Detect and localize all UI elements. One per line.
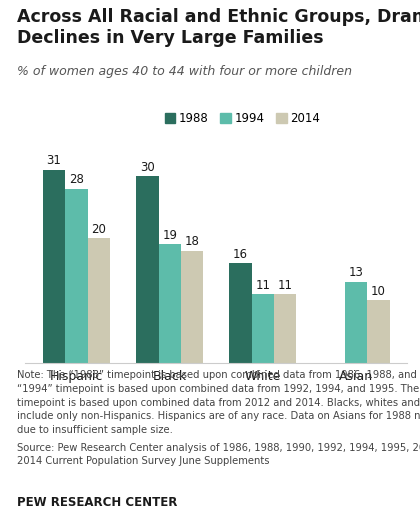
Bar xyxy=(88,238,110,363)
Text: 19: 19 xyxy=(162,229,177,242)
Bar xyxy=(368,300,390,363)
Text: 31: 31 xyxy=(47,154,62,167)
Bar xyxy=(158,244,181,363)
Text: 18: 18 xyxy=(185,235,200,248)
Text: 11: 11 xyxy=(278,279,293,292)
Text: 20: 20 xyxy=(92,223,106,236)
Bar xyxy=(274,294,297,363)
Legend: 1988, 1994, 2014: 1988, 1994, 2014 xyxy=(160,107,325,130)
Text: Across All Racial and Ethnic Groups, Dramatic
Declines in Very Large Families: Across All Racial and Ethnic Groups, Dra… xyxy=(17,8,420,47)
Text: PEW RESEARCH CENTER: PEW RESEARCH CENTER xyxy=(17,496,177,509)
Bar xyxy=(43,170,65,363)
Text: 28: 28 xyxy=(69,173,84,186)
Bar xyxy=(252,294,274,363)
Text: 10: 10 xyxy=(371,285,386,298)
Text: % of women ages 40 to 44 with four or more children: % of women ages 40 to 44 with four or mo… xyxy=(17,65,352,78)
Text: Source: Pew Research Center analysis of 1986, 1988, 1990, 1992, 1994, 1995, 2012: Source: Pew Research Center analysis of … xyxy=(17,443,420,467)
Text: 13: 13 xyxy=(349,266,364,279)
Text: 16: 16 xyxy=(233,248,248,261)
Bar xyxy=(345,282,368,363)
Bar xyxy=(136,176,158,363)
Text: 30: 30 xyxy=(140,161,155,174)
Text: Note: The “1988” timepoint is based upon combined data from 1986, 1988, and 1990: Note: The “1988” timepoint is based upon… xyxy=(17,370,420,435)
Text: 11: 11 xyxy=(255,279,270,292)
Bar xyxy=(181,251,203,363)
Bar xyxy=(229,263,252,363)
Bar xyxy=(65,189,88,363)
